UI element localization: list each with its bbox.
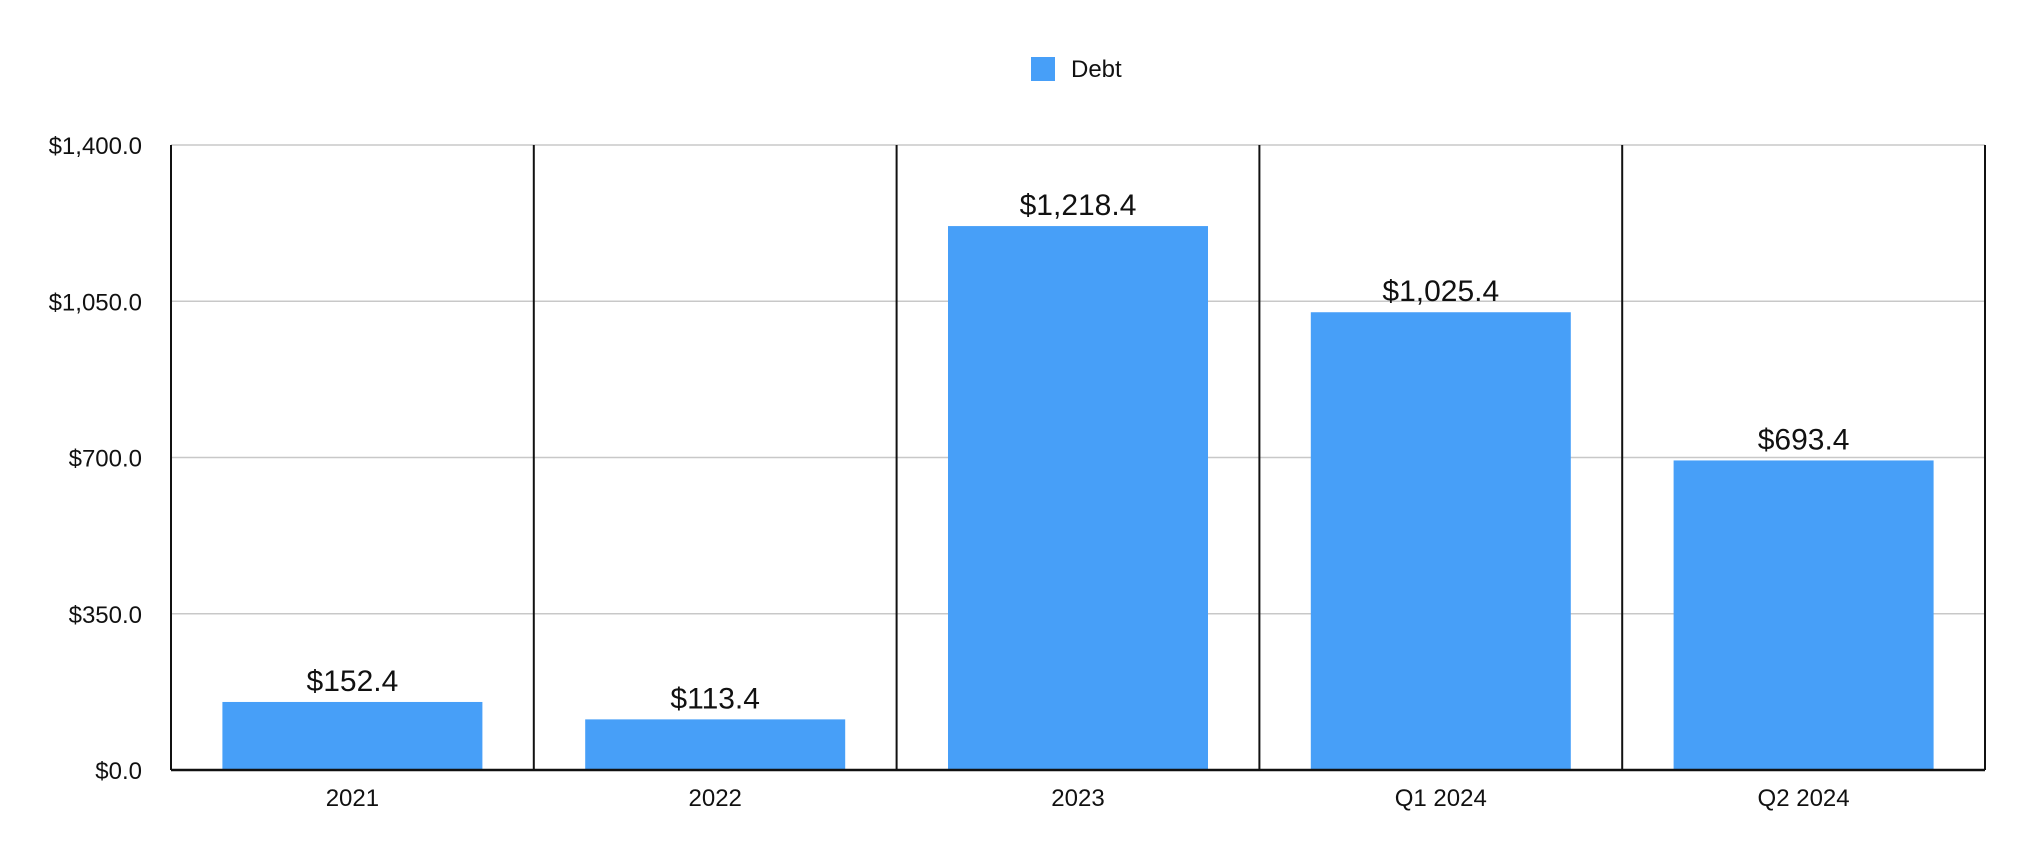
data-label: $693.4: [1758, 423, 1850, 456]
y-tick-label: $350.0: [69, 602, 142, 629]
x-tick-label: 2023: [1051, 785, 1104, 812]
bar: [948, 226, 1208, 771]
legend: Debt: [1031, 56, 1122, 83]
data-label: $113.4: [670, 682, 760, 715]
x-tick-label: Q2 2024: [1758, 785, 1850, 812]
bars: [222, 226, 1934, 771]
bar: [1673, 460, 1934, 770]
data-label: $1,218.4: [1020, 189, 1137, 222]
x-tick-label: Q1 2024: [1395, 785, 1487, 812]
y-tick-label: $0.0: [95, 758, 142, 785]
y-tick-label: $1,400.0: [49, 133, 142, 160]
x-tick-label: 2022: [689, 785, 742, 812]
data-label: $152.4: [307, 665, 399, 698]
axes: [170, 145, 1986, 772]
legend-swatch-debt: [1031, 57, 1055, 81]
bar: [1310, 312, 1571, 770]
y-tick-label: $700.0: [69, 446, 142, 473]
labels: $0.0 $350.0 $700.0 $1,050.0 $1,400.0 $152.4 20…: [49, 133, 1850, 812]
bar: [222, 701, 483, 770]
data-label: $1,025.4: [1382, 275, 1499, 308]
x-tick-label: 2021: [326, 785, 379, 812]
legend-label-debt: Debt: [1071, 56, 1122, 83]
y-tick-label: $1,050.0: [49, 289, 142, 316]
bar: [585, 719, 846, 770]
